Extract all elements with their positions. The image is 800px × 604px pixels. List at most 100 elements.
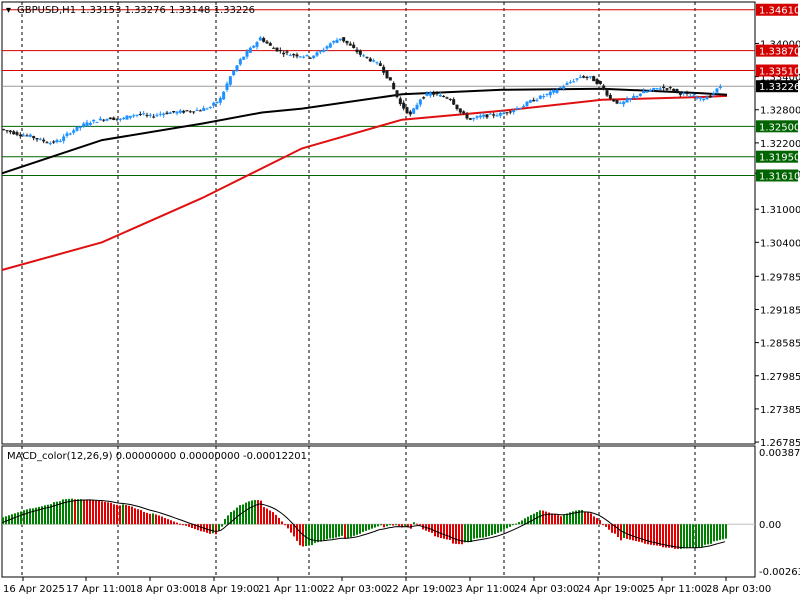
candle-body — [665, 88, 669, 90]
time-tick-label: 28 Apr 03:00 — [706, 584, 771, 595]
candle-body — [298, 56, 302, 58]
macd-bar — [230, 512, 232, 525]
candle-body — [62, 136, 66, 141]
candle-body — [432, 92, 436, 95]
macd-bar — [323, 524, 325, 540]
macd-bar — [251, 500, 253, 525]
macd-bar — [584, 511, 586, 525]
macd-bar — [107, 502, 109, 525]
macd-axis-label: 0.00 — [759, 520, 781, 531]
macd-bar — [44, 505, 46, 525]
time-tick-label: 18 Apr 19:00 — [194, 584, 259, 595]
candle-body — [638, 93, 642, 96]
macd-bar — [167, 519, 169, 525]
candle-body — [232, 70, 236, 76]
level-badge-label: 1.32500 — [759, 122, 800, 133]
macd-bar — [671, 524, 673, 548]
macd-bar — [59, 501, 61, 525]
candle-body — [705, 97, 709, 100]
macd-bar — [491, 524, 493, 536]
macd-bar — [47, 504, 49, 525]
candle-body — [648, 89, 652, 92]
candle-body — [332, 40, 336, 43]
candle-body — [305, 54, 309, 56]
macd-bar — [635, 524, 637, 542]
macd-bar — [344, 524, 346, 539]
vertical-grid — [21, 2, 696, 577]
macd-bar — [632, 524, 634, 541]
candle-body — [188, 111, 192, 113]
macd-bar — [152, 513, 154, 525]
macd-bar — [500, 524, 502, 532]
candle-body — [575, 78, 579, 80]
macd-bar — [668, 524, 670, 548]
candle-body — [488, 113, 492, 115]
macd-bar — [527, 516, 529, 525]
triangle-down-icon[interactable]: ▾ — [6, 5, 11, 16]
macd-bar — [695, 524, 697, 548]
macd-bar — [176, 522, 178, 525]
macd-bar — [140, 510, 142, 525]
macd-bar — [50, 504, 52, 525]
slow-ma-line — [1, 94, 728, 271]
candle-body — [538, 95, 542, 99]
candle-body — [688, 95, 692, 97]
candle-body — [48, 143, 52, 145]
candle-body — [468, 118, 472, 120]
macd-bar — [350, 524, 352, 537]
candle-body — [505, 112, 509, 114]
macd-bar — [71, 498, 73, 525]
candle-body — [58, 140, 62, 142]
macd-bar — [416, 523, 418, 525]
macd-bar — [248, 501, 250, 525]
macd-bar — [686, 524, 688, 549]
macd-bar — [311, 524, 313, 546]
candle-body — [375, 62, 379, 64]
candle-body — [645, 91, 649, 93]
macd-bar — [386, 524, 388, 527]
candle-body — [682, 93, 686, 95]
candle-body — [42, 139, 46, 142]
macd-bar — [368, 524, 370, 530]
candle-body — [158, 113, 162, 115]
macd-bar — [164, 518, 166, 525]
candle-body — [492, 114, 496, 116]
macd-bar — [449, 524, 451, 540]
candle-body — [438, 94, 442, 97]
macd-bar — [608, 524, 610, 530]
macd-bar — [326, 524, 328, 540]
candle-body — [612, 99, 616, 102]
candle-body — [668, 87, 672, 89]
candle-body — [568, 82, 572, 84]
level-badge-label: 1.33510 — [759, 67, 800, 78]
macd-bar — [182, 524, 184, 526]
candle-body — [385, 70, 389, 79]
macd-bar — [17, 512, 19, 525]
macd-bar — [266, 508, 268, 525]
candle-body — [35, 138, 39, 140]
macd-bar — [80, 499, 82, 525]
macd-bar — [377, 524, 379, 527]
candle-body — [562, 86, 566, 89]
macd-bar — [98, 501, 100, 525]
candle-body — [268, 43, 272, 46]
macd-bar — [590, 513, 592, 525]
macd-bar — [359, 524, 361, 534]
macd-bar — [29, 508, 31, 525]
candle-body — [618, 102, 622, 104]
candle-body — [95, 121, 99, 123]
candle-body — [78, 126, 82, 128]
candle-body — [565, 83, 569, 85]
candle-body — [502, 112, 506, 115]
ohlc-label: 1.33153 1.33276 1.33148 1.33226 — [80, 5, 255, 16]
macd-bar — [275, 514, 277, 525]
candle-body — [122, 117, 126, 119]
candle-body — [592, 76, 596, 82]
candle-body — [368, 58, 372, 62]
macd-bar — [476, 524, 478, 539]
macd-bar — [179, 523, 181, 525]
macd-bar — [566, 513, 568, 525]
macd-bar — [293, 524, 295, 537]
